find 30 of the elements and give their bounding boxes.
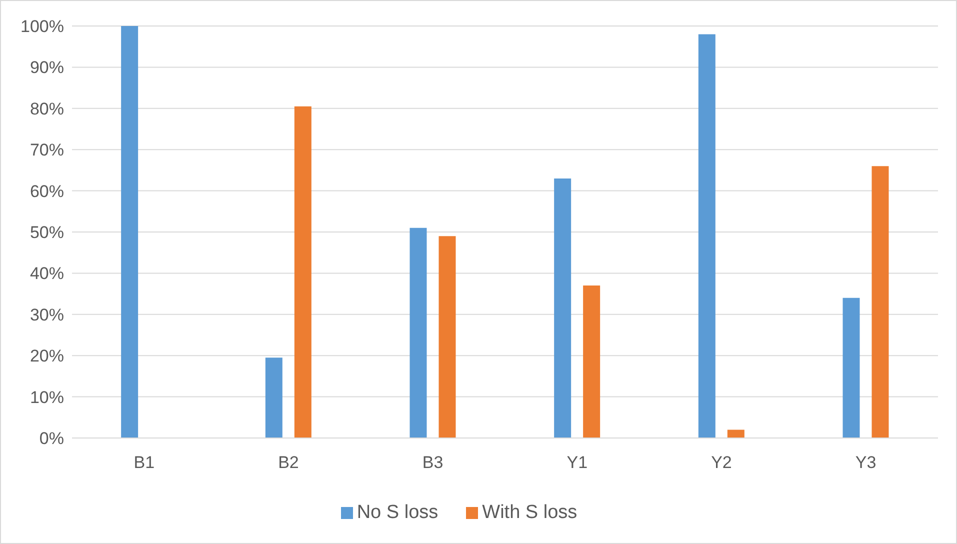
- bar: [727, 430, 744, 438]
- y-tick-label: 70%: [30, 140, 64, 160]
- bar: [698, 34, 716, 438]
- y-tick-label: 60%: [30, 182, 64, 201]
- bar: [842, 298, 860, 438]
- y-tick-label: 80%: [30, 99, 64, 118]
- x-tick-label: B3: [422, 453, 444, 472]
- x-tick-label: Y1: [566, 453, 588, 472]
- bar: [121, 26, 138, 438]
- y-tick-label: 30%: [30, 305, 64, 324]
- legend-label: No S loss: [356, 502, 438, 523]
- y-tick-label: 100%: [20, 17, 64, 36]
- bar: [265, 358, 282, 438]
- y-tick-label: 10%: [30, 388, 64, 407]
- y-tick-label: 50%: [30, 223, 64, 242]
- bar: [872, 166, 889, 438]
- bar: [554, 178, 572, 438]
- y-tick-label: 0%: [39, 429, 64, 448]
- y-tick-label: 20%: [30, 346, 64, 366]
- x-tick-label: Y3: [855, 453, 876, 472]
- y-tick-label: 90%: [30, 58, 64, 78]
- x-tick-label: Y2: [711, 453, 732, 472]
- x-tick-label: B1: [134, 453, 155, 472]
- legend-label: With S loss: [482, 502, 578, 523]
- x-tick-label: B2: [278, 453, 299, 472]
- bar: [294, 106, 312, 438]
- bar: [410, 228, 427, 438]
- y-tick-label: 40%: [30, 264, 64, 284]
- bar: [583, 286, 600, 438]
- bar: [438, 236, 456, 438]
